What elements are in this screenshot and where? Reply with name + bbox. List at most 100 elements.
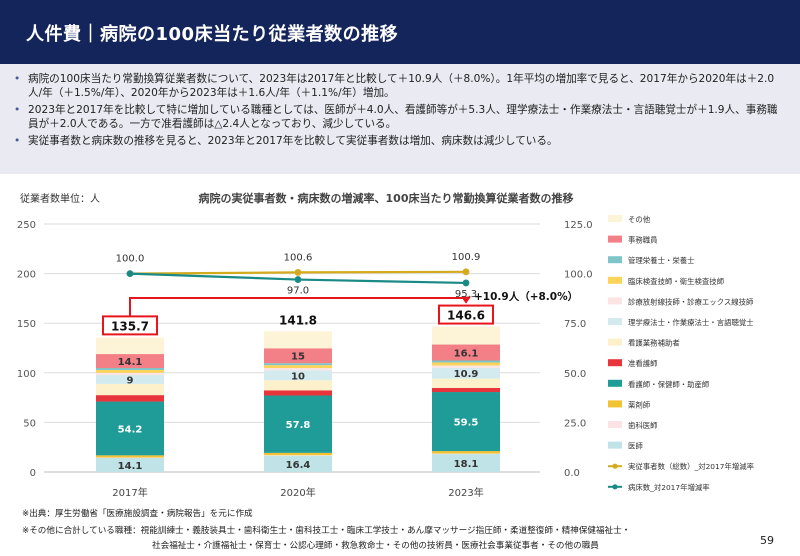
line-point [294,276,302,283]
bar-segment [96,458,164,472]
summary-bullet-3: 実従事者数と病床数の推移を見ると、2023年と2017年を比較して実従事者数は増… [14,134,786,148]
legend-label: 准看護師 [628,359,658,368]
bar-segment [264,452,332,456]
footnote-other-1: ※その他に合計している職種：視能訓練士・義肢装具士・歯科衛生士・歯科技工士・臨床… [22,526,631,536]
bar-segment [96,372,164,375]
bar-segment [432,360,500,363]
staff-chart: 従業者数単位：人 病院の実従事者数・病床数の増減率、100床当たり常勤換算従業者数… [17,191,755,499]
line-data-label: 100.0 [116,254,145,265]
bar-segment [96,383,164,396]
bar-segment [96,370,164,373]
y-tick-label: 50 [23,418,36,429]
bar-segment [264,395,332,453]
y2-tick-label: 125.0 [564,220,593,231]
bar-segment [432,367,500,379]
bar-total-label: 141.8 [279,313,317,327]
line-point [126,270,134,277]
x-tick-label: 2017年 [112,486,147,499]
y-tick-label: 250 [17,220,36,231]
bar-segment [432,392,500,452]
legend-swatch [608,276,622,284]
legend-label: 実従事者数（総数）_対2017年増減率 [628,462,755,471]
bar-data-label: 14.1 [118,461,143,472]
bar-data-label: 18.1 [454,459,479,470]
bar-data-label: 59.5 [454,418,479,429]
summary-box: 病院の100床当たり常勤換算従業者数について、2023年は2017年と比較して＋… [0,64,800,174]
footnote-source: ※出典：厚生労働省「医療施設調査・病院報告」を元に作成 [22,509,253,519]
y2-tick-label: 50.0 [564,369,586,380]
bar-segment [96,455,164,458]
bar-segment [432,362,500,366]
bar-segment [264,380,332,391]
summary-bullet-2: 2023年と2017年を比較して特に増加している職種としては、医師が＋4.0人、… [14,103,786,131]
line-point [462,279,470,287]
y-tick-label: 200 [17,270,36,281]
legend-swatch [608,256,622,264]
bar-segment [96,354,164,369]
legend-label: 臨床検査技師・衛生検査技師 [628,277,725,286]
legend-swatch [608,215,622,222]
line-point [462,268,470,276]
legend-swatch [608,421,622,428]
y2-tick-label: 100.0 [564,270,593,281]
legend-swatch [608,338,622,346]
legend-swatch [608,400,622,408]
bar-data-label: 57.8 [286,420,311,431]
legend-label: 理学療法士・作業療法士・言語聴覚士 [628,318,754,327]
bar-segment [264,365,332,369]
legend-line-marker [612,484,618,490]
bar-data-label: 14.1 [118,357,143,368]
total-highlight-box [438,304,494,325]
y2-tick-label: 25.0 [564,418,586,429]
legend-swatch [608,359,622,367]
x-tick-label: 2020年 [280,486,315,499]
bar-data-label: 15 [291,352,305,363]
bar-segment [264,348,332,364]
line-data-label: 100.6 [284,252,313,263]
legend-swatch [608,235,622,243]
bar-segment [432,365,500,368]
page-number: 59 [760,534,774,547]
bar-segment [432,378,500,388]
legend-label: 病床数_対2017年増減率 [628,483,710,492]
footnote-other-2: 社会福祉士・介護福祉士・保育士・公認心理師・救急救命士・その他の技術員・医療社会… [152,541,599,551]
x-tick-label: 2023年 [448,486,483,499]
y-tick-label: 150 [17,319,36,330]
y-axis-unit-label: 従業者数単位：人 [20,192,100,205]
bar-segment [432,454,500,472]
legend-label: 歯科医師 [628,421,658,430]
y2-tick-label: 0.0 [564,468,580,479]
bar-data-label: 54.2 [118,424,143,435]
header-bar: 人件費｜病院の100床当たり従業者数の推移 [0,0,800,64]
line-point [294,269,302,276]
bar-segment [264,363,332,366]
bar-data-label: 9 [127,375,134,386]
bar-segment [96,374,164,384]
increase-arrowhead [461,296,471,304]
legend-label: その他 [628,215,651,224]
y2-tick-label: 75.0 [564,319,586,330]
summary-bullet-1: 病院の100床当たり常勤換算従業者数について、2023年は2017年と比較して＋… [14,72,786,100]
bar-segment [96,401,164,456]
legend-swatch [608,441,622,449]
legend-swatch [608,297,622,305]
bar-total-label: 135.7 [111,319,149,333]
bar-segment [96,395,164,402]
bar-segment [264,455,332,472]
bar-segment [264,390,332,396]
legend-label: 看護業務補助者 [628,339,680,348]
legend-label: 薬剤師 [628,400,651,409]
bar-data-label: 10 [291,371,305,382]
bar-segment [432,387,500,393]
bar-segment [96,368,164,371]
legend-line-marker [612,463,618,469]
legend-label: 事務職員 [628,236,658,245]
bar-segment [264,331,332,349]
bar-data-label: 10.9 [454,369,479,380]
legend-label: 医師 [628,442,643,451]
page-title: 人件費｜病院の100床当たり従業者数の推移 [26,24,399,45]
legend-swatch [608,318,622,325]
legend-swatch [608,379,622,387]
total-highlight-box [102,315,158,336]
bar-segment [432,326,500,345]
